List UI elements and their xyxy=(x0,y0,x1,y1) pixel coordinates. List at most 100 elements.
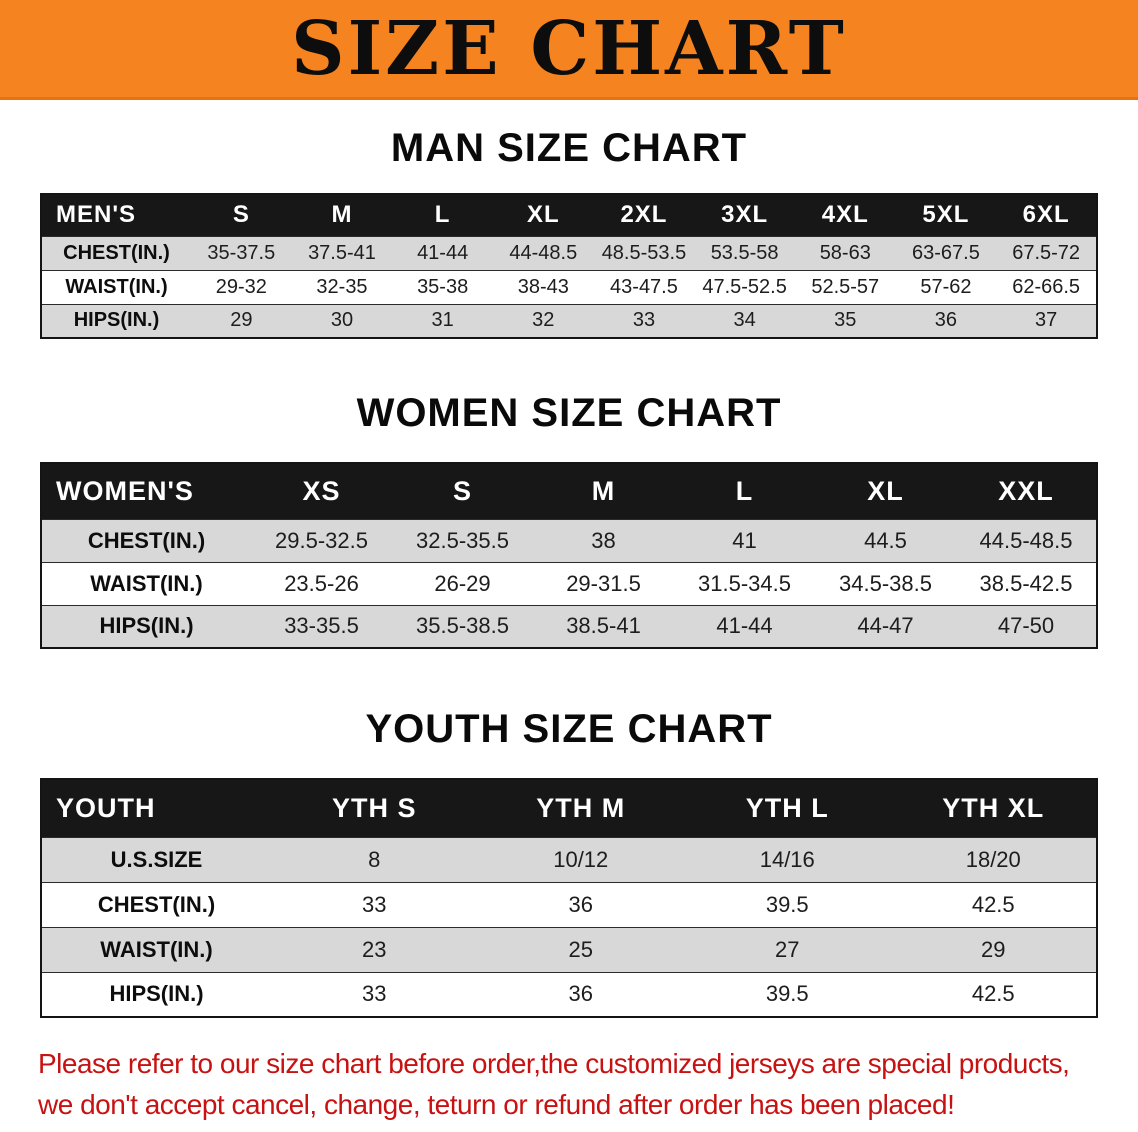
cell-value: 62-66.5 xyxy=(996,269,1097,304)
cell-value: 27 xyxy=(684,926,891,972)
cell-value: 18/20 xyxy=(890,836,1097,882)
cell-value: 44-48.5 xyxy=(492,235,594,270)
table-row: HIPS(IN.) 33 36 39.5 42.5 xyxy=(41,971,1097,1017)
women-size-table: WOMEN'S XS S M L XL XXL CHEST(IN.) 29.5-32.5 32.5… xyxy=(40,462,1098,649)
cell-value: 14/16 xyxy=(684,836,891,882)
column-header: 2XL xyxy=(593,194,695,236)
cell-value: 33 xyxy=(593,303,695,338)
youth-size-table: YOUTH YTH S YTH M YTH L YTH XL U.S.SIZE 8 10/12… xyxy=(40,778,1098,1018)
disclaimer-line-2: we don't accept cancel, change, teturn o… xyxy=(38,1088,955,1120)
cell-value: 36 xyxy=(477,881,684,927)
cell-value: 35 xyxy=(794,303,896,338)
table-row: U.S.SIZE 8 10/12 14/16 18/20 xyxy=(41,836,1097,882)
column-header: XL xyxy=(815,463,956,519)
row-label: WAIST(IN.) xyxy=(41,269,191,304)
cell-value: 44-47 xyxy=(815,604,956,648)
cell-value: 34 xyxy=(694,303,795,338)
cell-value: 37 xyxy=(996,303,1097,338)
column-header: 5XL xyxy=(895,194,997,236)
cell-value: 38.5-42.5 xyxy=(956,561,1097,605)
cell-value: 34.5-38.5 xyxy=(815,561,956,605)
cell-value: 47.5-52.5 xyxy=(694,269,795,304)
row-label: CHEST(IN.) xyxy=(41,235,191,270)
cell-value: 41-44 xyxy=(674,604,815,648)
cell-value: 41-44 xyxy=(392,235,493,270)
cell-value: 10/12 xyxy=(477,836,684,882)
cell-value: 36 xyxy=(477,971,684,1017)
table-row: CHEST(IN.) 35-37.5 37.5-41 41-44 44-48.5 48.5… xyxy=(41,235,1097,270)
cell-value: 41 xyxy=(674,518,815,562)
cell-value: 29-32 xyxy=(191,269,292,304)
cell-value: 32-35 xyxy=(291,269,393,304)
cell-value: 48.5-53.5 xyxy=(593,235,695,270)
cell-value: 58-63 xyxy=(794,235,896,270)
table-row: WAIST(IN.) 29-32 32-35 35-38 38-43 43-47.5 47.… xyxy=(41,269,1097,304)
page-title: SIZE CHART xyxy=(291,5,847,92)
cell-value: 37.5-41 xyxy=(291,235,393,270)
column-header: 3XL xyxy=(694,194,795,236)
column-header: XS xyxy=(251,463,392,519)
cell-value: 43-47.5 xyxy=(593,269,695,304)
column-header: YTH S xyxy=(271,779,478,837)
table-header-row: WOMEN'S XS S M L XL XXL xyxy=(41,463,1097,519)
cell-value: 31.5-34.5 xyxy=(674,561,815,605)
cell-value: 26-29 xyxy=(392,561,533,605)
table-row: WAIST(IN.) 23 25 27 29 xyxy=(41,926,1097,972)
cell-value: 29.5-32.5 xyxy=(251,518,392,562)
table-row: CHEST(IN.) 29.5-32.5 32.5-35.5 38 41 44.5 44.5… xyxy=(41,518,1097,562)
row-label: HIPS(IN.) xyxy=(41,303,191,338)
row-label: CHEST(IN.) xyxy=(41,881,271,927)
table-corner-label: YOUTH xyxy=(41,779,271,837)
column-header: L xyxy=(674,463,815,519)
table-corner-label: WOMEN'S xyxy=(41,463,251,519)
cell-value: 39.5 xyxy=(684,971,891,1017)
column-header: YTH M xyxy=(477,779,684,837)
cell-value: 67.5-72 xyxy=(996,235,1097,270)
cell-value: 35.5-38.5 xyxy=(392,604,533,648)
column-header: XXL xyxy=(956,463,1097,519)
youth-section-heading: YOUTH SIZE CHART xyxy=(365,707,773,751)
column-header: YTH XL xyxy=(890,779,1097,837)
column-header: 4XL xyxy=(794,194,896,236)
cell-value: 63-67.5 xyxy=(895,235,997,270)
cell-value: 53.5-58 xyxy=(694,235,795,270)
cell-value: 33 xyxy=(271,881,478,927)
cell-value: 31 xyxy=(392,303,493,338)
table-row: WAIST(IN.) 23.5-26 26-29 29-31.5 31.5-34.5 34… xyxy=(41,561,1097,605)
cell-value: 44.5-48.5 xyxy=(956,518,1097,562)
row-label: U.S.SIZE xyxy=(41,836,271,882)
cell-value: 29 xyxy=(191,303,292,338)
cell-value: 42.5 xyxy=(890,971,1097,1017)
cell-value: 38.5-41 xyxy=(533,604,674,648)
cell-value: 8 xyxy=(271,836,478,882)
cell-value: 44.5 xyxy=(815,518,956,562)
table-row: HIPS(IN.) 29 30 31 32 33 34 35 36 37 xyxy=(41,303,1097,338)
table-row: CHEST(IN.) 33 36 39.5 42.5 xyxy=(41,881,1097,927)
men-section-heading: MAN SIZE CHART xyxy=(390,126,748,170)
column-header: 6XL xyxy=(996,194,1097,236)
column-header: S xyxy=(392,463,533,519)
disclaimer-text: Please refer to our size chart before or… xyxy=(38,1044,1100,1125)
title-banner: SIZE CHART xyxy=(0,0,1138,100)
disclaimer-line-1: Please refer to our size chart before or… xyxy=(38,1048,1070,1079)
column-header: YTH L xyxy=(684,779,891,837)
table-header-row: MEN'S S M L XL 2XL 3XL 4XL 5XL 6XL xyxy=(41,194,1097,236)
cell-value: 47-50 xyxy=(956,604,1097,648)
cell-value: 33-35.5 xyxy=(251,604,392,648)
cell-value: 33 xyxy=(271,971,478,1017)
cell-value: 25 xyxy=(477,926,684,972)
row-label: HIPS(IN.) xyxy=(41,604,251,648)
cell-value: 52.5-57 xyxy=(794,269,896,304)
cell-value: 32.5-35.5 xyxy=(392,518,533,562)
cell-value: 35-37.5 xyxy=(191,235,292,270)
table-header-row: YOUTH YTH S YTH M YTH L YTH XL xyxy=(41,779,1097,837)
row-label: HIPS(IN.) xyxy=(41,971,271,1017)
cell-value: 32 xyxy=(492,303,594,338)
cell-value: 36 xyxy=(895,303,997,338)
cell-value: 35-38 xyxy=(392,269,493,304)
cell-value: 57-62 xyxy=(895,269,997,304)
column-header: XL xyxy=(492,194,594,236)
cell-value: 29-31.5 xyxy=(533,561,674,605)
cell-value: 23 xyxy=(271,926,478,972)
cell-value: 38 xyxy=(533,518,674,562)
